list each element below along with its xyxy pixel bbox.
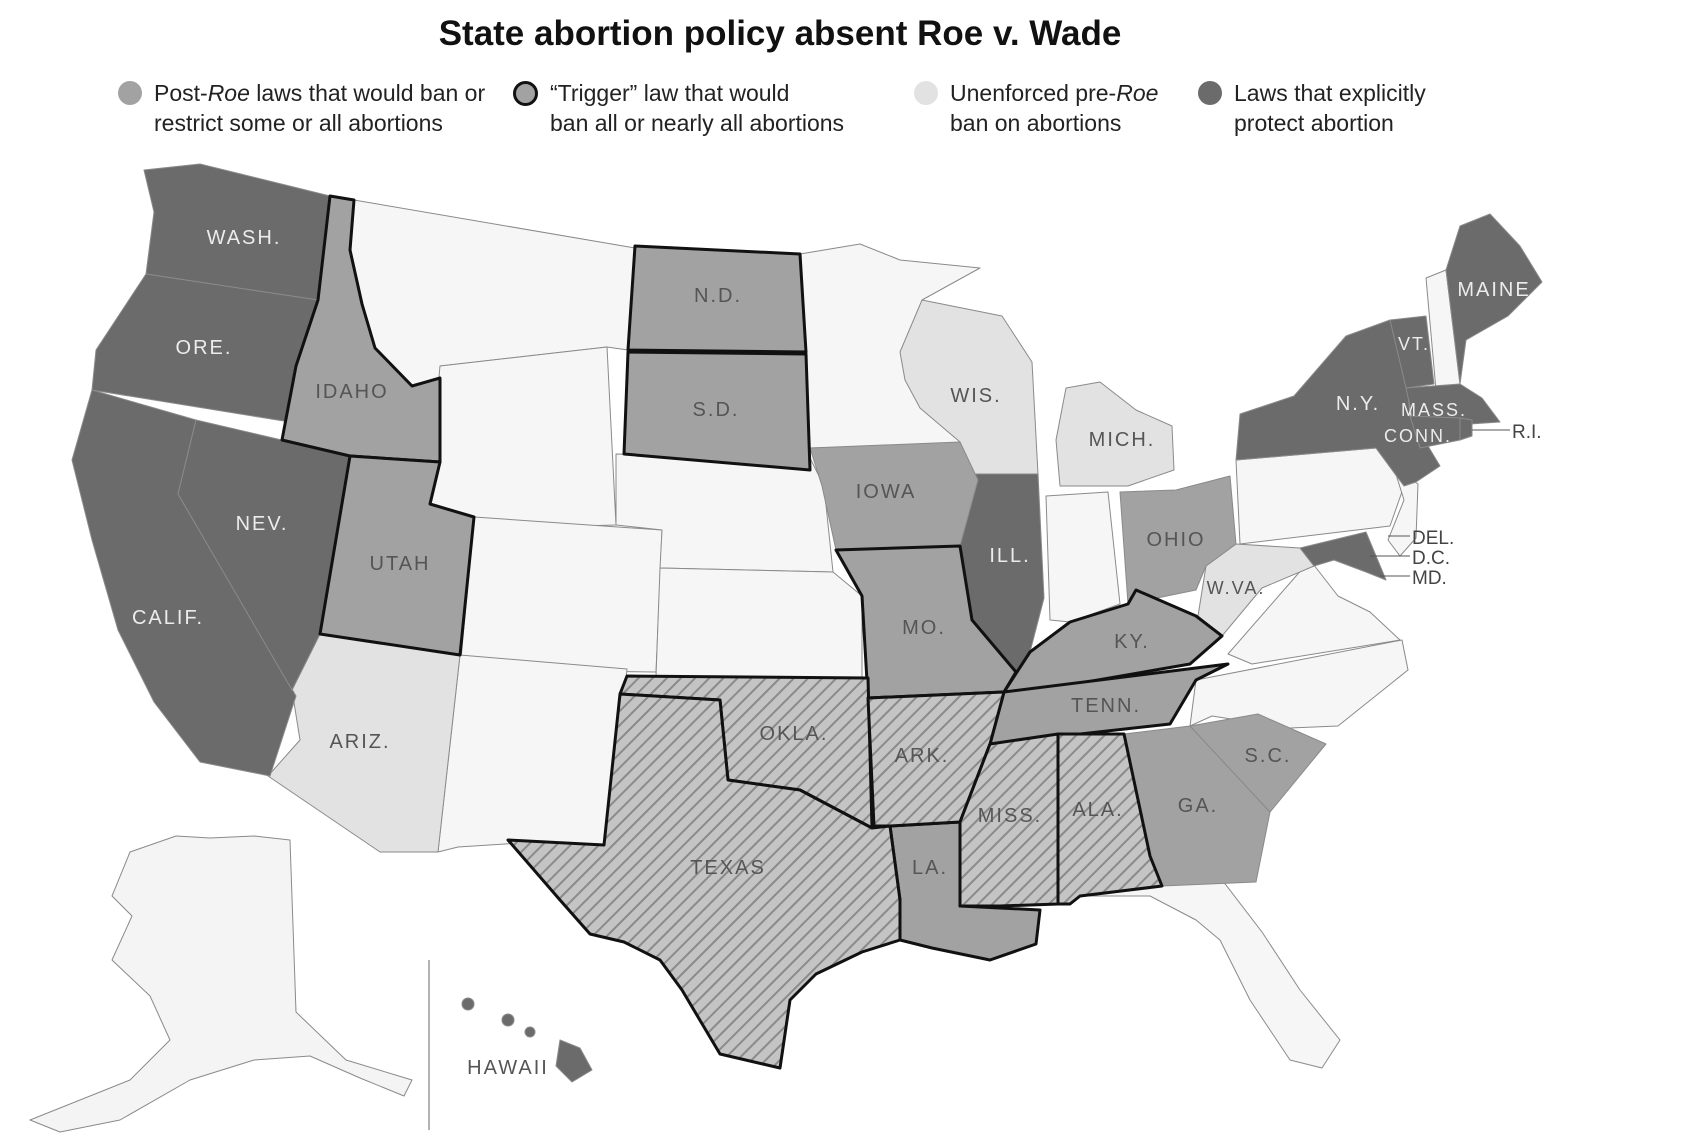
label-utah: UTAH <box>370 553 431 575</box>
label-mich: MICH. <box>1089 429 1156 451</box>
state-ind <box>1045 491 1121 623</box>
state-texas <box>506 692 902 1070</box>
legend-item-post-roe: Post-Roe laws that would ban or restrict … <box>118 78 485 138</box>
legend-text-post-roe: Post-Roe laws that would ban or restrict … <box>154 80 486 136</box>
state-sd <box>622 350 812 472</box>
label-ri: R.I. <box>1512 422 1542 443</box>
label-tenn: TENN. <box>1071 695 1141 717</box>
legend-item-unenforced: Unenforced pre-Roe ban on abortions <box>914 78 1158 138</box>
label-calif: CALIF. <box>132 607 204 629</box>
callouts <box>1370 429 1510 577</box>
label-vt: VT. <box>1398 334 1430 354</box>
label-ark: ARK. <box>895 745 950 767</box>
label-okla: OKLA. <box>760 723 829 745</box>
legend-text-trigger: “Trigger” law that would ban all or nearl… <box>550 80 845 136</box>
legend-item-protect: Laws that explicitly protect abortion <box>1198 78 1426 138</box>
label-mo: MO. <box>902 617 946 639</box>
legend-dot-unenforced <box>914 81 938 105</box>
label-miss: MISS. <box>978 805 1042 827</box>
label-ore: ORE. <box>176 337 233 359</box>
state-hawaii-island-c <box>524 1026 536 1038</box>
state-ore <box>91 273 319 423</box>
label-ky: KY. <box>1114 631 1150 653</box>
state-ala <box>1056 732 1164 906</box>
label-ala: ALA. <box>1072 799 1123 821</box>
label-maine: MAINE <box>1457 279 1530 301</box>
state-hawaii-island-b <box>501 1013 515 1027</box>
state-ri <box>1459 417 1473 441</box>
label-ill: ILL. <box>989 545 1030 567</box>
legend-item-trigger: “Trigger” law that would ban all or nearl… <box>513 78 845 138</box>
state-fla <box>1071 871 1341 1069</box>
label-ohio: OHIO <box>1146 529 1205 551</box>
state-nd <box>626 244 808 354</box>
state-hawaii <box>555 1039 593 1083</box>
state-labels: WASH. ORE. CALIF. NEV. IDAHO UTAH ARIZ. … <box>132 227 1530 1079</box>
state-alaska <box>29 835 413 1133</box>
state-colo <box>459 516 663 673</box>
state-maine <box>1445 213 1543 385</box>
state-mich <box>1055 381 1175 487</box>
label-wis: WIS. <box>950 385 1001 407</box>
label-nev: NEV. <box>236 513 289 535</box>
label-mass: MASS. <box>1401 400 1467 420</box>
label-idaho: IDAHO <box>315 381 388 403</box>
label-wva: W.VA. <box>1207 578 1266 598</box>
label-ga: GA. <box>1178 795 1218 817</box>
label-sc: S.C. <box>1245 745 1292 767</box>
state-wyo <box>426 346 617 531</box>
state-vt <box>1389 315 1435 389</box>
label-sd: S.D. <box>693 399 740 421</box>
label-ny: N.Y. <box>1336 393 1380 415</box>
label-la: LA. <box>912 857 948 879</box>
label-iowa: IOWA <box>856 481 917 503</box>
label-wash: WASH. <box>207 227 282 249</box>
legend-text-protect: Laws that explicitly protect abortion <box>1234 80 1426 136</box>
state-utah <box>318 454 476 657</box>
label-hawaii: HAWAII <box>467 1057 549 1079</box>
label-conn: CONN. <box>1384 426 1452 446</box>
label-ariz: ARIZ. <box>329 731 390 753</box>
label-dc: D.C. <box>1412 548 1450 569</box>
legend-dot-protect <box>1198 81 1222 105</box>
label-texas: TEXAS <box>690 857 766 879</box>
label-md: MD. <box>1412 568 1447 589</box>
legend-dot-trigger <box>513 81 538 106</box>
state-idaho <box>280 194 442 464</box>
map-title: State abortion policy absent Roe v. Wade <box>438 14 1122 53</box>
state-nc <box>1189 639 1409 729</box>
legend-text-unenforced: Unenforced pre-Roe ban on abortions <box>950 80 1159 136</box>
state-hawaii-island-a <box>461 997 475 1011</box>
state-nmex <box>437 654 628 853</box>
state-kans <box>655 567 863 679</box>
state-md <box>1299 531 1387 581</box>
state-pa <box>1235 447 1405 545</box>
legend-dot-post-roe <box>118 81 142 105</box>
state-sc <box>1189 713 1327 813</box>
label-del: DEL. <box>1412 528 1454 549</box>
label-nd: N.D. <box>694 285 742 307</box>
